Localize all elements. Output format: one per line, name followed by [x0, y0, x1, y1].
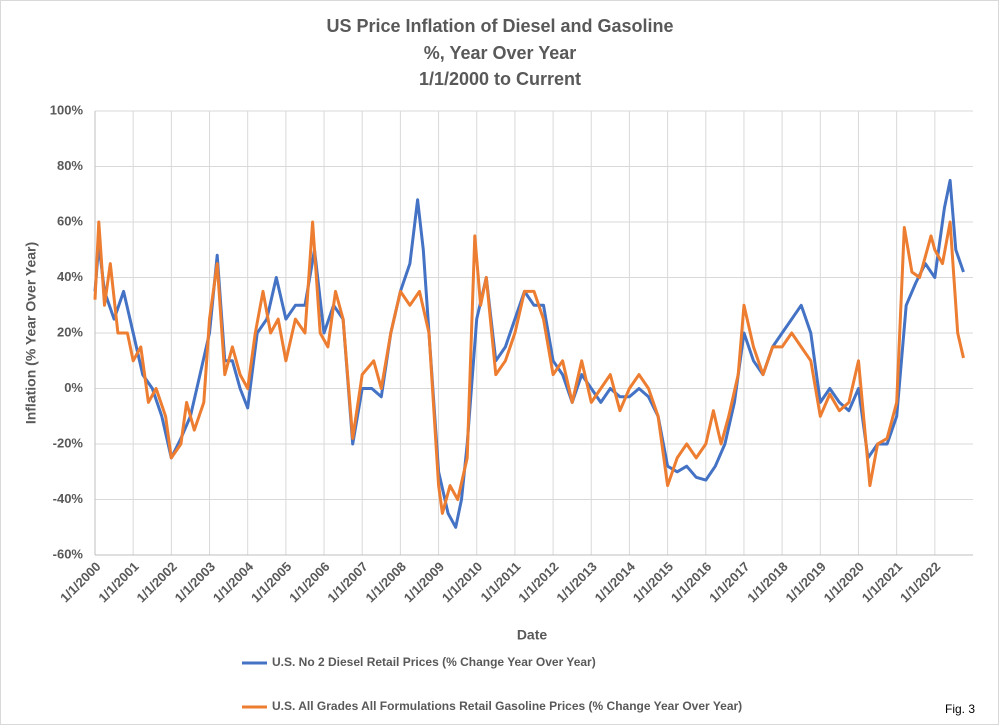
- y-tick-label: -20%: [53, 435, 84, 450]
- x-axis-title: Date: [517, 627, 548, 643]
- y-tick-label: 100%: [50, 102, 84, 117]
- y-tick-label: 0%: [64, 380, 83, 395]
- y-tick-label: -60%: [53, 546, 84, 561]
- annotation: Fig. 3: [945, 702, 975, 716]
- legend-label: U.S. No 2 Diesel Retail Prices (% Change…: [272, 655, 596, 669]
- line-series: [93, 220, 965, 515]
- y-tick-label: 40%: [57, 269, 83, 284]
- chart-subtitle: %, Year Over Year: [424, 43, 576, 63]
- y-axis-title: Inflation (% Year Over Year): [23, 242, 39, 424]
- y-tick-label: 60%: [57, 213, 83, 228]
- line-series: [93, 178, 965, 529]
- legend-label: U.S. All Grades All Formulations Retail …: [272, 699, 742, 713]
- y-tick-label: -40%: [53, 491, 84, 506]
- chart-title: US Price Inflation of Diesel and Gasolin…: [326, 16, 673, 36]
- y-tick-label: 80%: [57, 158, 83, 173]
- chart-subtitle: 1/1/2000 to Current: [419, 69, 581, 89]
- y-tick-label: 20%: [57, 324, 83, 339]
